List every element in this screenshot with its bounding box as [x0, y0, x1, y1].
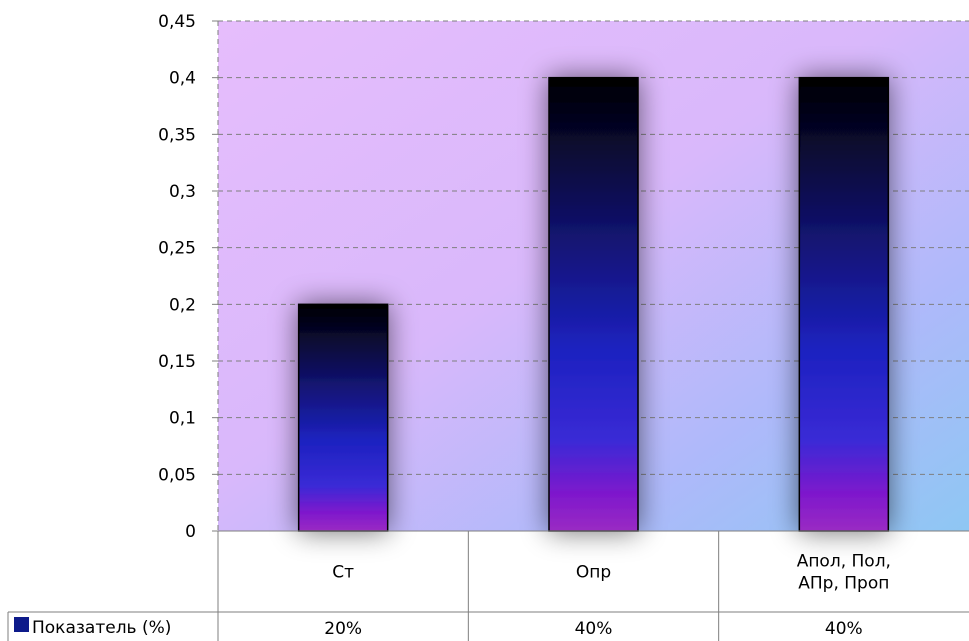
bar	[297, 303, 389, 532]
y-tick-label: 0,05	[158, 465, 196, 485]
data-table: Ст Опр Апол, Пол,АПр, Проп Показатель (%) 20…	[7, 530, 969, 641]
y-tick-label: 0	[185, 522, 196, 542]
data-table-value: 20%	[324, 619, 362, 639]
y-tick-label: 0,15	[158, 352, 196, 372]
y-axis-ticks: 0 0,05 0,1 0,15 0,2 0,25 0,3 0,35 0,4 0,45	[158, 12, 218, 542]
data-table-value: 40%	[825, 619, 863, 639]
bar	[798, 76, 890, 532]
bar	[548, 76, 639, 532]
category-label: Апол, Пол,	[797, 552, 891, 572]
category-label: Опр	[576, 563, 611, 583]
data-table-value: 40%	[575, 619, 613, 639]
category-label: Ст	[332, 563, 354, 583]
y-tick-label: 0,3	[169, 182, 196, 202]
bars	[297, 76, 890, 532]
y-tick-label: 0,1	[169, 409, 196, 429]
y-tick-label: 0,4	[169, 69, 196, 89]
y-tick-label: 0,35	[158, 125, 196, 145]
legend-key	[14, 617, 29, 632]
category-label: АПр, Проп	[798, 574, 889, 594]
y-tick-label: 0,2	[169, 295, 196, 315]
legend-series-name: Показатель (%)	[32, 618, 171, 638]
y-tick-label: 0,25	[158, 239, 196, 259]
y-tick-label: 0,45	[158, 12, 196, 32]
